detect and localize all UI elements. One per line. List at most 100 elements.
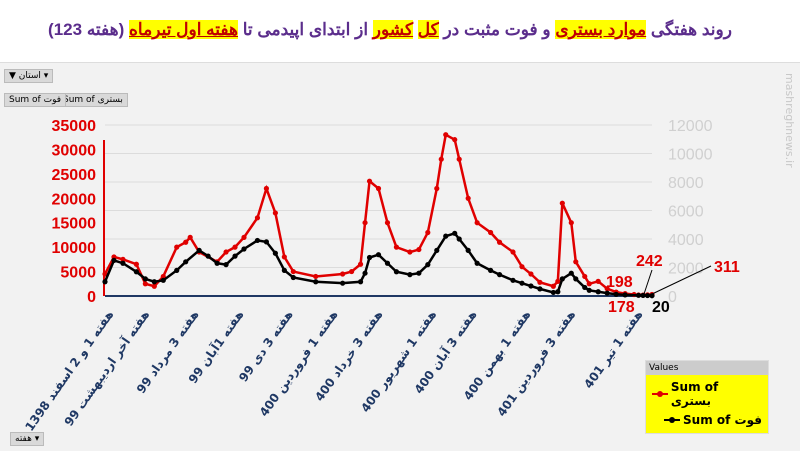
data-point [362,220,368,226]
data-point [595,289,601,295]
title-part: کل [417,20,439,39]
data-point [434,247,440,253]
data-point [223,262,229,268]
data-point [142,276,148,282]
data-point [393,269,400,275]
data-point [366,254,373,261]
data-label: 311 [714,259,740,276]
data-point [160,277,166,283]
data-point [205,253,211,259]
page-title: روند هفتگی موارد بستری و فوت مثبت در کل … [10,20,770,40]
data-point [241,234,247,240]
legend-label: Sum of بستری [670,380,719,408]
data-point [102,271,108,277]
data-point [232,253,238,259]
data-point [183,259,189,265]
data-point [151,283,157,289]
province-filter-button[interactable]: ▼ استان ▾ [4,69,54,83]
data-point [456,236,462,242]
title-part: کشور [372,20,414,39]
data-point [196,247,202,253]
data-point [644,292,651,299]
data-point [519,280,525,286]
right-tick-label: 2000 [668,261,704,278]
field-deaths-button[interactable]: Sum of فوت [4,93,67,107]
x-tick-label: هفته 1 فروردین 400 [257,308,342,420]
title-part: از ابتدای اپیدمی تا [238,20,373,39]
red-line-icon [652,391,668,397]
right-tick-label: 8000 [668,175,704,192]
week-filter-label: هفته [15,434,32,444]
data-point [474,220,480,226]
data-point [357,261,364,267]
x-tick-label: هفته 3 فروردین 401 [494,308,579,420]
left-tick-label: 15000 [52,216,97,233]
data-point [375,252,382,258]
title-part: موارد بستری [555,20,647,39]
data-point [443,132,449,138]
data-point [496,272,503,278]
right-tick-label: 4000 [668,232,704,249]
data-point [375,185,382,192]
data-point [142,281,148,287]
data-point [272,250,278,256]
data-point [443,233,449,239]
data-point [537,279,543,285]
left-tick-label: 30000 [52,142,97,159]
data-point [550,283,556,289]
left-tick-label: 0 [87,289,96,306]
data-point [357,279,364,285]
data-point [465,195,471,201]
data-point [290,268,296,275]
data-point [183,239,189,245]
data-point [622,292,628,298]
data-point [384,220,391,226]
data-point [241,246,247,252]
data-point [452,230,458,236]
data-point [604,286,610,292]
data-point [586,281,592,287]
data-point [434,185,440,192]
data-point [582,284,588,291]
data-point [120,256,126,262]
data-point [635,292,642,298]
data-label: 198 [606,274,633,291]
data-point [586,287,592,293]
data-point [281,267,287,273]
week-filter-button[interactable]: هفته ▾ [10,432,45,446]
title-part: روند هفتگی [646,20,732,39]
leader-line [643,269,653,295]
data-point [214,260,220,266]
data-point [555,278,561,284]
title-part: (هفته 123) [48,20,130,39]
data-point [133,261,139,267]
left-tick-label: 35000 [52,118,97,135]
data-point [254,237,261,244]
filter-icon: ▼ [9,71,16,81]
data-point [595,278,601,284]
data-point [438,156,444,162]
data-point [559,200,565,206]
data-point [582,273,588,280]
data-point [550,289,556,296]
data-point [407,249,413,255]
data-point [573,259,579,265]
data-point [416,270,422,276]
data-point [174,267,180,273]
data-point [528,283,534,289]
data-point [528,271,534,277]
data-point [510,277,516,283]
data-point [263,185,270,192]
data-point [487,229,494,236]
data-point [340,271,346,277]
data-label: 242 [636,253,663,270]
data-point [263,239,270,245]
title-part: و فوت مثبت در [438,20,556,39]
data-point [340,280,346,286]
data-point [487,267,494,273]
data-point [281,254,287,260]
data-point [640,292,646,299]
data-point [537,286,543,292]
legend-label: Sum of فوت [683,413,762,427]
right-tick-label: 12000 [668,118,713,135]
